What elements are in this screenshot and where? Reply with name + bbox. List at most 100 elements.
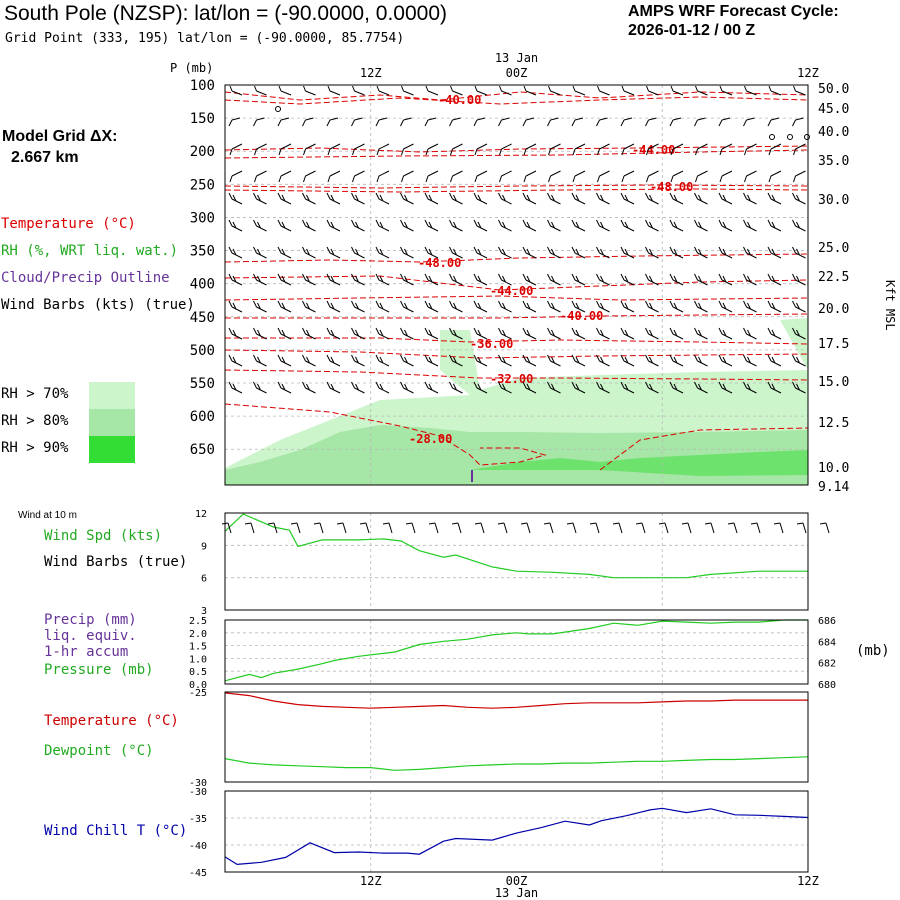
pressure-tick-label: 400 (190, 277, 215, 293)
wind-barb (327, 170, 341, 183)
wind-barb (253, 381, 267, 394)
precip-pressure-panel: 2.5 2.0 1.51.0 0.5 0.0 686 684 682 680 (189, 616, 836, 691)
wind-barb (743, 354, 757, 367)
wind-barb (474, 170, 488, 183)
wind-barb (793, 170, 806, 183)
wind-barb (351, 192, 365, 205)
pressure-tick-label: 600 (190, 409, 215, 425)
liq-equiv-label: liq. equiv. (44, 628, 137, 644)
wind-barb (449, 192, 463, 205)
wind-barbs (228, 85, 806, 394)
wind-barb (620, 192, 635, 205)
y-tick-label: -45 (189, 868, 207, 879)
wind-barb (718, 354, 733, 367)
wind-barb (597, 170, 610, 183)
wind-barb (694, 192, 708, 205)
wind-barb (743, 273, 757, 286)
forecast-cycle: AMPS WRF Forecast Cycle: 2026-01-12 / 00… (628, 2, 839, 40)
y-tick-label: 2.0 (189, 629, 207, 640)
wind-barb (326, 381, 341, 394)
pressure-tick-label: 650 (190, 442, 215, 458)
wind-barb (620, 246, 635, 259)
wind-barb (253, 219, 267, 232)
wind-barb (694, 219, 708, 232)
y-axis-title: P (mb) (170, 61, 213, 75)
wind-barb (547, 327, 561, 340)
wind-barb (424, 246, 439, 259)
wind-barb (253, 273, 267, 286)
wind-barb (718, 381, 733, 394)
wind-barb (449, 327, 463, 340)
wind-barb (473, 246, 488, 259)
wind-barb (548, 143, 561, 156)
kft-tick-label: 40.0 (818, 125, 849, 140)
series-line (224, 619, 808, 682)
wind-barb (792, 219, 806, 232)
forecast-cycle-label: AMPS WRF Forecast Cycle: (628, 3, 839, 20)
y2-tick-label: 680 (818, 680, 836, 691)
surface-wind-barb (543, 522, 554, 534)
wind-barb (596, 300, 610, 313)
wind-chill-label: Wind Chill T (°C) (44, 823, 188, 839)
wind-barb (547, 273, 561, 286)
legend-rh80-label: RH > 80% (1, 413, 69, 429)
wind-barb (277, 246, 292, 259)
kft-tick-label: 20.0 (818, 302, 849, 317)
surface-wind-barb (796, 522, 807, 534)
temperature-contour-label: -44.00 (490, 284, 533, 298)
wind-barb (620, 273, 635, 286)
wind-barb (302, 246, 316, 259)
surface-wind-barb (313, 522, 324, 534)
wind-barb (351, 246, 365, 259)
pressure-tick-label: 200 (190, 144, 215, 160)
wind-barb (522, 246, 537, 259)
wind-barb (571, 273, 586, 286)
wind-speed-label: Wind Spd (kts) (44, 528, 163, 544)
wind-barb (718, 117, 731, 127)
wind-barb (572, 85, 586, 96)
wind-barb (449, 117, 461, 127)
wind-chill-panel: -30 -35 -40 -45 (189, 787, 809, 879)
wind-barb (767, 273, 782, 286)
kft-tick-label: 10.0 (818, 461, 849, 476)
wind-barb (645, 327, 659, 340)
temperature-contour (224, 188, 809, 193)
temperature-contour-label: -28.00 (409, 432, 452, 446)
wind-barb (254, 170, 267, 183)
wind-barb (228, 219, 243, 232)
wind-barb (400, 354, 414, 367)
wind-barb (253, 246, 267, 259)
wind-barb (694, 273, 708, 286)
wind-barb (450, 143, 463, 156)
wind-barb (351, 117, 363, 127)
wind-barb (229, 170, 243, 183)
calm-circle (275, 106, 281, 112)
surface-wind-barb (520, 522, 531, 534)
wind-barb (596, 354, 610, 367)
wind-barb (326, 354, 341, 367)
wind-barb (375, 219, 390, 232)
wind-barb (401, 143, 414, 156)
wind-barb (743, 246, 757, 259)
y2-tick-label: 682 (818, 659, 836, 670)
wind-barb (473, 273, 488, 286)
wind-barb (401, 170, 414, 183)
wind-barb (597, 85, 610, 96)
pressure-tick-label: 450 (190, 310, 215, 326)
wind-barb (375, 381, 390, 394)
wind-barb (277, 300, 292, 313)
legend-rh: RH (%, WRT liq. wat.) (1, 243, 179, 259)
y-tick-label: 1.5 (189, 642, 207, 653)
temperature-contour (224, 275, 809, 291)
wind-barb (522, 117, 535, 127)
wind-barb (645, 219, 659, 232)
wind-barb (499, 170, 512, 183)
wind-barb (522, 354, 537, 367)
temperature-contour (225, 337, 809, 345)
wind-barb (302, 381, 316, 394)
wind-barb (352, 143, 365, 156)
wind-barb (547, 219, 561, 232)
surface-wind-barb (336, 522, 347, 534)
surface-wind-barb (221, 522, 232, 534)
surface-wind-barb (382, 522, 393, 534)
